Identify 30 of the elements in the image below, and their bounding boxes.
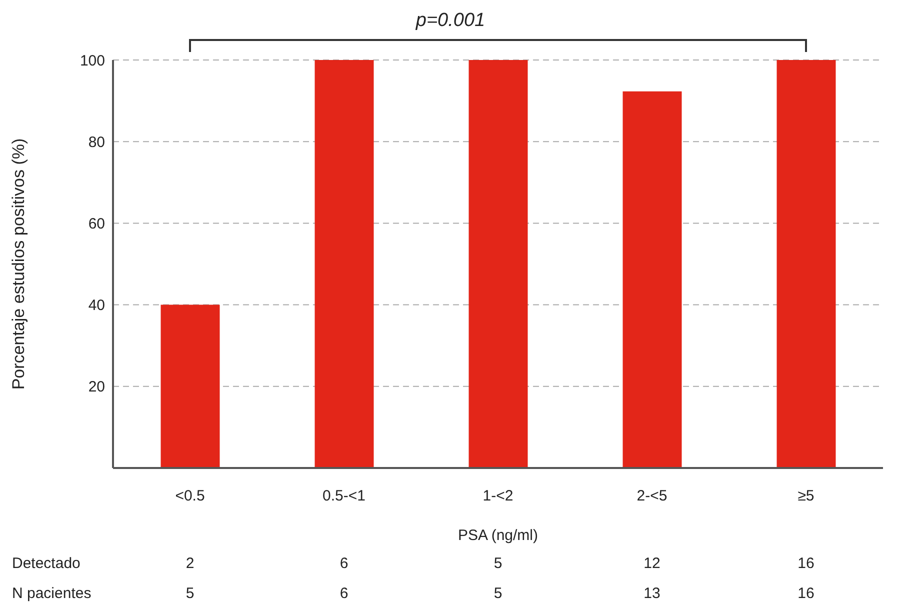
- bar: [160, 304, 220, 468]
- x-tick-label: 2-<5: [636, 488, 668, 505]
- text: 5: [492, 585, 504, 602]
- bar: [622, 91, 682, 468]
- text: N pacientes: [12, 585, 92, 602]
- y-tick-label: 60: [88, 216, 105, 233]
- text: 16: [796, 555, 816, 572]
- text: p=0.001: [414, 10, 486, 32]
- y-axis-title: Porcentaje estudios positivos (%): [9, 138, 28, 390]
- text: 5: [492, 555, 504, 572]
- text: 5: [184, 585, 196, 602]
- text: 6: [338, 585, 350, 602]
- text: Detectado: [12, 555, 80, 572]
- x-axis-title: PSA (ng/ml): [458, 527, 538, 544]
- bar: [776, 60, 836, 468]
- text: 16: [796, 585, 816, 602]
- y-tick-label: 40: [88, 297, 105, 314]
- text: 6: [338, 555, 350, 572]
- text: 13: [642, 585, 662, 602]
- y-tick-label: 100: [80, 52, 105, 70]
- x-tick-label: 0.5-<1: [322, 488, 366, 505]
- bar: [314, 60, 374, 468]
- x-tick-label: ≥5: [798, 488, 814, 505]
- x-tick-label: 1-<2: [482, 488, 514, 505]
- text: 12: [642, 555, 662, 572]
- y-tick-label: 80: [88, 134, 105, 151]
- y-tick-label: 20: [88, 378, 105, 396]
- text: 2: [184, 555, 196, 572]
- x-tick-label: <0.5: [175, 488, 205, 505]
- bar: [468, 60, 528, 468]
